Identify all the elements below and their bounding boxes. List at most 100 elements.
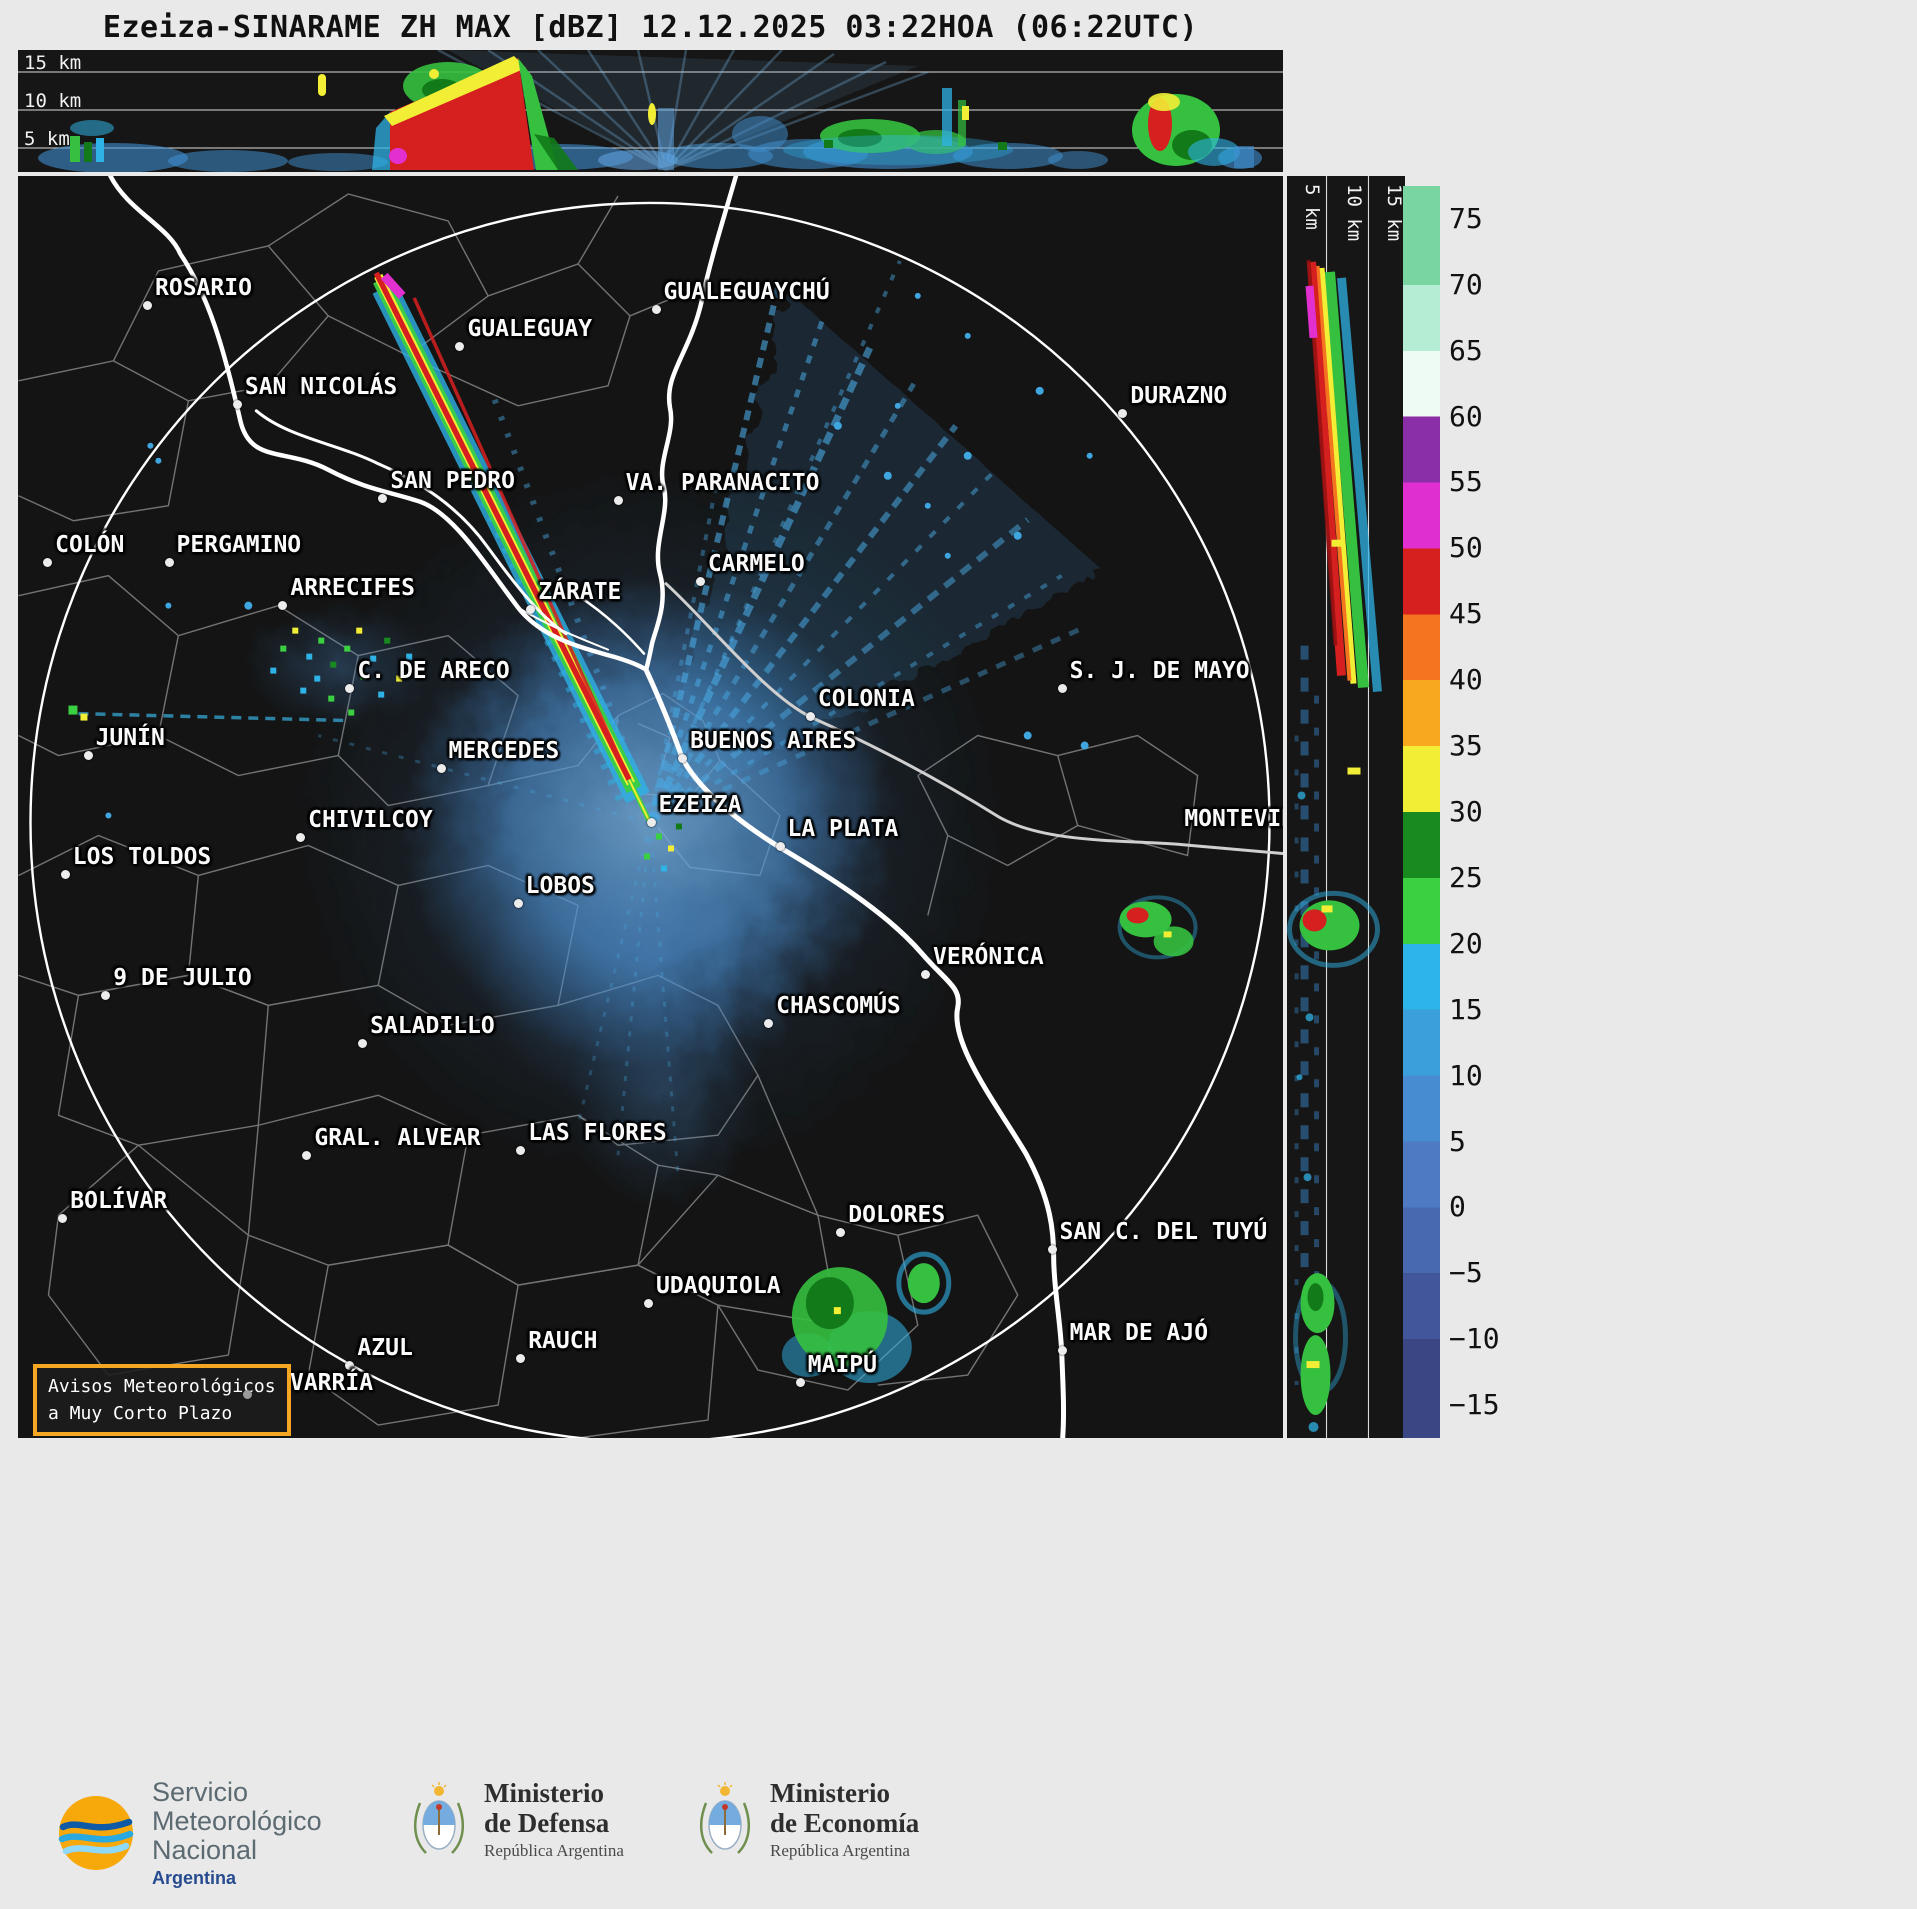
colorbar-tick: 20	[1449, 926, 1483, 960]
speckle-cluster-arrecifes	[270, 627, 413, 716]
city-dot	[101, 991, 111, 1001]
city-label: SAN C. DEL TUYÚ	[1059, 1218, 1268, 1245]
colorbar-tick: 70	[1449, 267, 1483, 301]
city-label: VARRÍA	[289, 1370, 374, 1397]
city-dot	[643, 1298, 653, 1308]
colorbar-tick: 60	[1449, 399, 1483, 433]
cross-section-right-panel: 5 km 10 km 15 km	[1287, 176, 1405, 1438]
city-dot	[436, 763, 446, 773]
colorbar-tick: 55	[1449, 465, 1483, 499]
advisory-line2: a Muy Corto Plazo	[48, 1403, 233, 1424]
colorbar-ticks: 75 70 65 60 55 50 45 40 35 30 25 20 15 10 5 0 −5 −10 −15	[1449, 186, 1539, 1438]
city-dot	[164, 558, 174, 568]
colorbar-tick: 75	[1449, 201, 1483, 235]
city-label: C. DE ARECO	[357, 658, 510, 685]
colorbar-tick: 30	[1449, 795, 1483, 828]
ministry-line: de Economía	[770, 1808, 920, 1839]
city-label: JUNÍN	[95, 725, 165, 752]
ministry-line: de Defensa	[484, 1808, 610, 1839]
colorbar-tick: 65	[1449, 333, 1483, 367]
altitude-label-5km: 5 km	[24, 128, 70, 150]
colorbar-tick: 35	[1449, 729, 1483, 763]
city-label: PERGAMINO	[176, 532, 302, 559]
cross-section-top-graphic	[18, 50, 1283, 172]
city-dot	[836, 1228, 846, 1238]
city-layer: ROSARIO GUALEGUAYCHÚ GUALEGUAY SAN NICOLÁS D…	[18, 176, 1283, 1438]
city-dot	[526, 604, 536, 614]
city-label: EZEIZA	[658, 792, 742, 819]
altitude-label-15km: 15 km	[24, 52, 82, 74]
city-dot	[232, 400, 242, 410]
altitude-label-5km: 5 km	[1301, 184, 1323, 230]
city-dot	[651, 304, 661, 314]
smn-name-line: Servicio	[152, 1777, 249, 1807]
ministry-defensa-logo: Ministerio de Defensa República Argentin…	[412, 1778, 624, 1861]
city-label: MAR DE AJÓ	[1069, 1319, 1209, 1346]
city-label: RAUCH	[528, 1328, 598, 1355]
echo-cells-right	[1117, 895, 1198, 960]
city-label: LOBOS	[525, 872, 595, 899]
city-dot	[1118, 409, 1128, 419]
altitude-label-15km: 15 km	[1383, 184, 1405, 242]
altitude-label-10km: 10 km	[1343, 184, 1365, 242]
stray-echo-dots	[105, 292, 1093, 819]
city-label: S. J. DE MAYO	[1069, 658, 1250, 685]
altitude-label-10km: 10 km	[24, 90, 82, 112]
advisory-line1: Avisos Meteorológicos	[48, 1376, 276, 1397]
city-label: BOLÍVAR	[70, 1188, 168, 1215]
city-label: GUALEGUAYCHÚ	[663, 278, 830, 305]
colorbar-tick: −5	[1449, 1256, 1483, 1290]
city-label: DOLORES	[848, 1202, 946, 1229]
city-dot	[516, 1146, 526, 1156]
ministry-sub: República Argentina	[484, 1841, 624, 1861]
city-dot	[805, 712, 815, 722]
city-label: MERCEDES	[448, 737, 560, 764]
colorbar-tick: 25	[1449, 860, 1483, 894]
city-dot	[378, 493, 388, 503]
ministry-economia-text: Ministerio de Economía República Argenti…	[770, 1778, 919, 1861]
city-dot	[646, 818, 656, 828]
city-dot	[58, 1214, 68, 1224]
city-label: AZUL	[357, 1334, 413, 1361]
colorbar-tick: −10	[1449, 1322, 1500, 1356]
city-dot	[513, 898, 523, 908]
echo-cells-maipu	[781, 1251, 952, 1384]
top-echoes	[38, 50, 1262, 172]
advisory-banner[interactable]: Avisos Meteorológicos a Muy Corto Plazo	[33, 1364, 291, 1436]
colorbar-tick: 0	[1449, 1190, 1466, 1224]
city-label: CARMELO	[707, 551, 805, 578]
city-label: 9 DE JULIO	[113, 965, 252, 992]
cross-section-right-graphic	[1287, 176, 1405, 1438]
smn-name-line: Nacional	[152, 1834, 258, 1865]
city-label: VA. PARANACITO	[625, 470, 820, 497]
radar-map-panel: ROSARIO GUALEGUAYCHÚ GUALEGUAY SAN NICOLÁS D…	[18, 176, 1283, 1438]
city-dot	[43, 558, 53, 568]
city-label: MONTEVIDEO	[1184, 806, 1283, 833]
colorbar-tick: 15	[1449, 992, 1483, 1026]
colorbar-tick: −15	[1449, 1388, 1500, 1422]
city-dot	[60, 869, 70, 879]
city-dot	[775, 842, 785, 852]
coat-of-arms-icon	[413, 1781, 465, 1854]
city-dot	[921, 969, 930, 979]
city-dot	[1057, 1345, 1067, 1355]
city-label: BUENOS AIRES	[690, 727, 857, 754]
city-dot	[83, 751, 93, 761]
city-label: SALADILLO	[370, 1012, 495, 1039]
ministry-line: Ministerio	[770, 1778, 890, 1808]
rivers-coastlines	[108, 176, 1283, 1438]
smn-logo: Servicio Meteorológico Nacional Argentin…	[58, 1778, 322, 1888]
colorbar-tick: 10	[1449, 1058, 1483, 1092]
city-label: LOS TOLDOS	[72, 843, 212, 870]
city-label: ARRECIFES	[290, 575, 415, 602]
city-label: COLÓN	[55, 532, 125, 559]
city-dot	[243, 1390, 252, 1399]
city-dot	[613, 496, 623, 506]
city-label: UDAQUIOLA	[655, 1272, 781, 1299]
city-label: CHIVILCOY	[308, 807, 433, 834]
colorbar-tick: 40	[1449, 663, 1483, 697]
colorbar	[1403, 186, 1440, 1438]
city-dot	[455, 342, 465, 352]
city-label: MAIPÚ	[807, 1352, 878, 1379]
